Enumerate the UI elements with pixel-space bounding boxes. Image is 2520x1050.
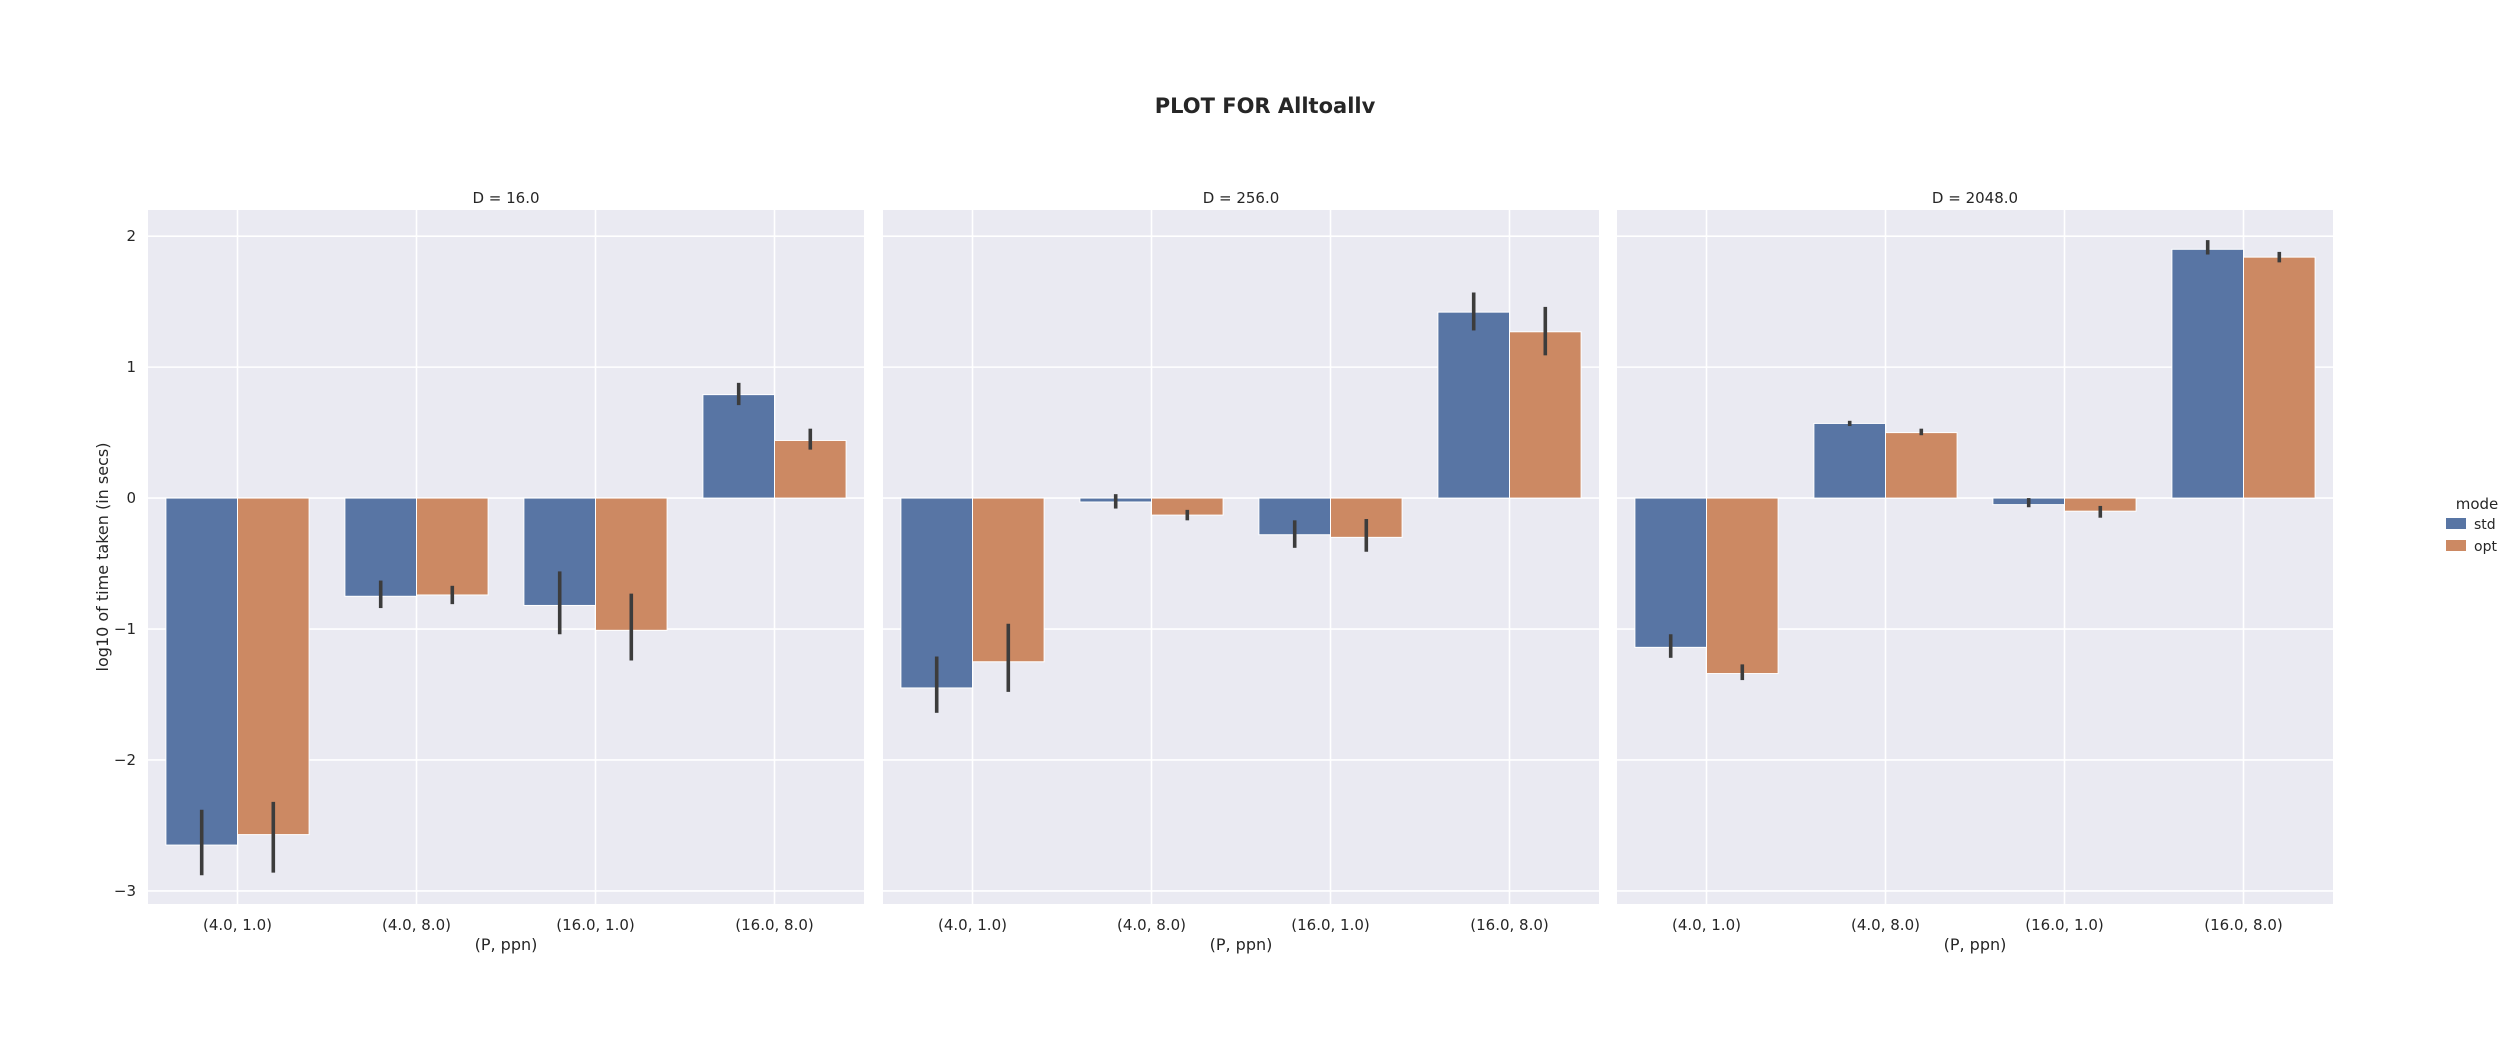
y-tick-label: 2	[126, 227, 136, 245]
legend-swatch-opt	[2446, 540, 2466, 551]
x-tick-label: (16.0, 1.0)	[2025, 916, 2104, 934]
x-tick-label: (4.0, 1.0)	[203, 916, 272, 934]
x-tick-label: (16.0, 8.0)	[1470, 916, 1549, 934]
bar-opt-1	[237, 497, 310, 836]
figure-title: PLOT FOR Alltoallv	[1155, 94, 1376, 118]
bar-std-4	[2171, 248, 2244, 499]
bar-opt-4	[2243, 256, 2316, 499]
x-tick-label: (16.0, 1.0)	[1291, 916, 1370, 934]
legend-label-opt: opt	[2474, 539, 2497, 555]
bar-std-1	[900, 497, 974, 689]
legend-label-std: std	[2474, 517, 2496, 533]
bar-std-1	[1634, 497, 1708, 648]
legend-swatch-std	[2446, 518, 2466, 529]
x-axis-label: (P, ppn)	[475, 935, 538, 954]
legend-title: mode	[2456, 495, 2499, 513]
facet-panel-2: (4.0, 1.0) (4.0, 8.0) (16.0, 1.0) (16.0, 8.…	[883, 189, 1599, 954]
x-tick-label: (4.0, 8.0)	[382, 916, 451, 934]
y-tick-label: 1	[126, 358, 136, 376]
x-tick-label: (4.0, 8.0)	[1117, 916, 1186, 934]
y-tick-label: −1	[114, 620, 136, 638]
y-axis-label: log10 of time taken (in secs)	[93, 443, 112, 672]
x-tick-label: (4.0, 8.0)	[1851, 916, 1920, 934]
x-tick-label: (4.0, 1.0)	[938, 916, 1007, 934]
bar-std-1	[165, 497, 238, 846]
bar-opt-1	[1706, 497, 1779, 675]
bar-opt-2	[416, 497, 489, 596]
bar-opt-4	[774, 439, 847, 499]
y-tick-label: −3	[114, 882, 136, 900]
panel-title: D = 256.0	[1203, 189, 1280, 207]
legend: mode std opt	[2446, 495, 2498, 555]
bar-opt-2	[1885, 432, 1958, 499]
x-axis-label: (P, ppn)	[1210, 935, 1273, 954]
x-tick-label: (16.0, 8.0)	[735, 916, 814, 934]
bar-std-4	[1437, 311, 1511, 499]
panel-title: D = 2048.0	[1932, 189, 2018, 207]
bar-opt-4	[1509, 331, 1582, 499]
panel-title: D = 16.0	[472, 189, 539, 207]
y-tick-label: 0	[126, 489, 136, 507]
facet-panel-1: 2 1 0 −1 −2 −3 (4.0, 1.0) (4.0, 8.0) (16.0, 1.0)…	[93, 189, 864, 954]
facet-panels: 2 1 0 −1 −2 −3 (4.0, 1.0) (4.0, 8.0) (16.0, 1.0)…	[93, 189, 2333, 954]
bar-std-2	[1813, 422, 1887, 499]
x-axis-label: (P, ppn)	[1944, 935, 2007, 954]
facet-panel-3: (4.0, 1.0) (4.0, 8.0) (16.0, 1.0) (16.0, 8.…	[1617, 189, 2333, 954]
x-tick-label: (16.0, 8.0)	[2204, 916, 2283, 934]
x-tick-label: (16.0, 1.0)	[556, 916, 635, 934]
y-tick-label: −2	[114, 751, 136, 769]
x-tick-label: (4.0, 1.0)	[1672, 916, 1741, 934]
bar-std-4	[702, 394, 776, 499]
